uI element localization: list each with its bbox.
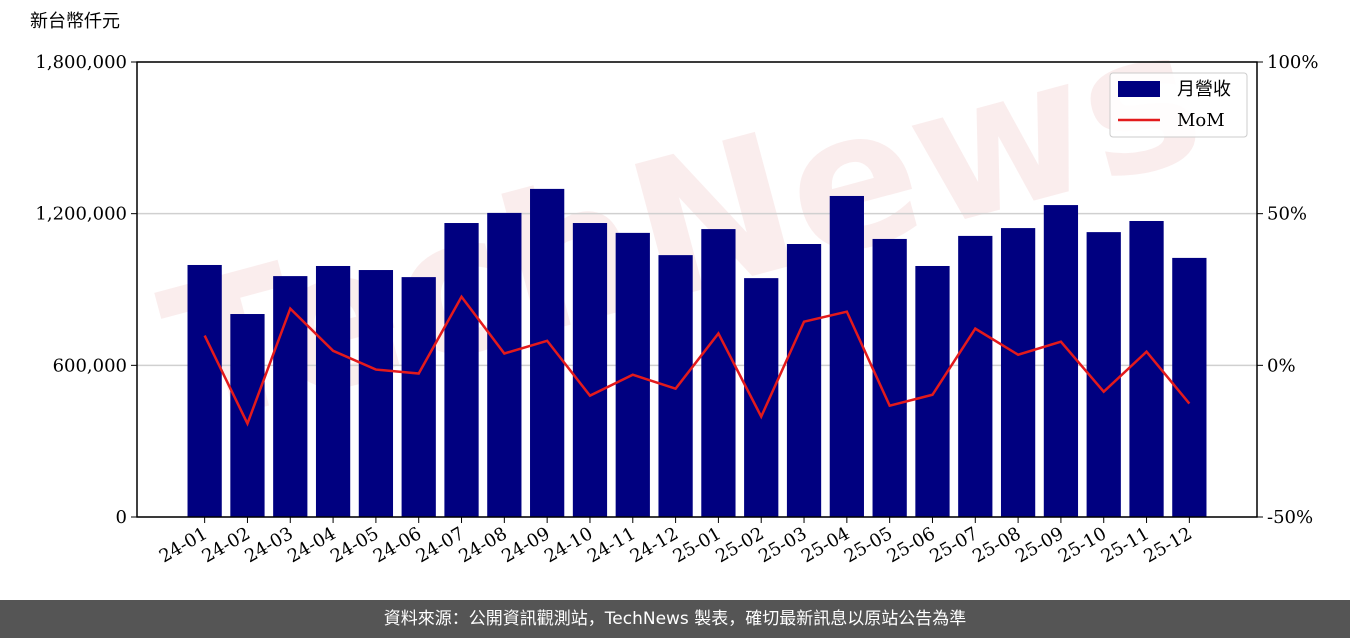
x-tick-label: 24-07: [413, 523, 468, 567]
bar: [958, 235, 993, 517]
bar: [829, 195, 864, 517]
bar: [1086, 232, 1121, 517]
x-tick-label: 24-06: [370, 523, 425, 567]
bar: [1000, 228, 1036, 517]
x-tick-label: 24-01: [156, 523, 211, 567]
bar: [786, 244, 822, 517]
y-tick-label: 1,200,000: [35, 204, 127, 225]
y-tick-label: 0: [116, 507, 127, 528]
legend-label: MoM: [1177, 110, 1225, 131]
footer: 資料來源：公開資訊觀測站，TechNews 製表，確切最新訊息以原站公告為準: [0, 600, 1350, 638]
line: [203, 294, 1191, 427]
bar: [444, 223, 479, 517]
legend-label: 月營收: [1177, 79, 1231, 100]
legend: 月營收 MoM: [1109, 72, 1248, 138]
y-axis-label: 新台幣仟元: [30, 11, 120, 32]
y2-tick-label: 100%: [1267, 52, 1318, 73]
x-tick-label: 24-09: [498, 523, 553, 567]
y2-tick-label: 0%: [1267, 355, 1296, 376]
x-tick-label: 25-05: [841, 523, 896, 567]
y-tick-label: 1,800,000: [35, 52, 127, 73]
bar: [230, 314, 265, 517]
bar: [530, 188, 565, 517]
legend-swatch: [1118, 81, 1160, 97]
y-tick-label: 600,000: [53, 355, 127, 376]
x-tick-label: 25-06: [884, 523, 939, 567]
x-tick-label: 25-07: [926, 523, 981, 567]
bar: [572, 223, 608, 517]
x-tick-label: 24-10: [541, 523, 596, 567]
x-tick-label: 25-03: [755, 523, 810, 567]
x-tick-label: 25-09: [1012, 523, 1067, 567]
x-tick-label: 25-12: [1140, 523, 1195, 567]
x-tick-label: 25-11: [1098, 523, 1153, 567]
x-tick-label: 25-10: [1055, 523, 1110, 567]
y2-tick-label: -50%: [1267, 507, 1313, 528]
bar: [487, 212, 522, 518]
bar: [273, 276, 308, 517]
bar: [315, 265, 351, 517]
x-tick-label: 24-08: [455, 523, 510, 567]
x-tick-label: 24-02: [199, 523, 254, 567]
y2-tick-label: 50%: [1267, 204, 1307, 225]
x-tick-label: 24-04: [284, 523, 339, 567]
bar: [701, 229, 736, 517]
x-tick-label: 25-08: [969, 523, 1024, 567]
bar: [1129, 220, 1164, 517]
bar: [358, 270, 394, 517]
bar: [187, 264, 222, 517]
bar: [401, 277, 436, 517]
x-tick-label: 25-04: [798, 523, 853, 567]
chart: 新台幣仟元 TechNews 0600,0001,200,0001,800,00…: [30, 0, 1318, 567]
bar: [915, 265, 950, 517]
bar: [744, 278, 779, 517]
bar: [1172, 257, 1207, 517]
x-tick-label: 24-12: [627, 523, 682, 567]
x-tick-label: 25-01: [669, 523, 724, 567]
plot-frame: [136, 61, 1258, 518]
x-tick-label: 25-02: [712, 523, 767, 567]
x-tick-label: 24-03: [241, 523, 296, 567]
x-tick-label: 24-05: [327, 523, 382, 567]
bar: [1043, 205, 1079, 518]
x-tick-label: 24-11: [584, 523, 639, 567]
